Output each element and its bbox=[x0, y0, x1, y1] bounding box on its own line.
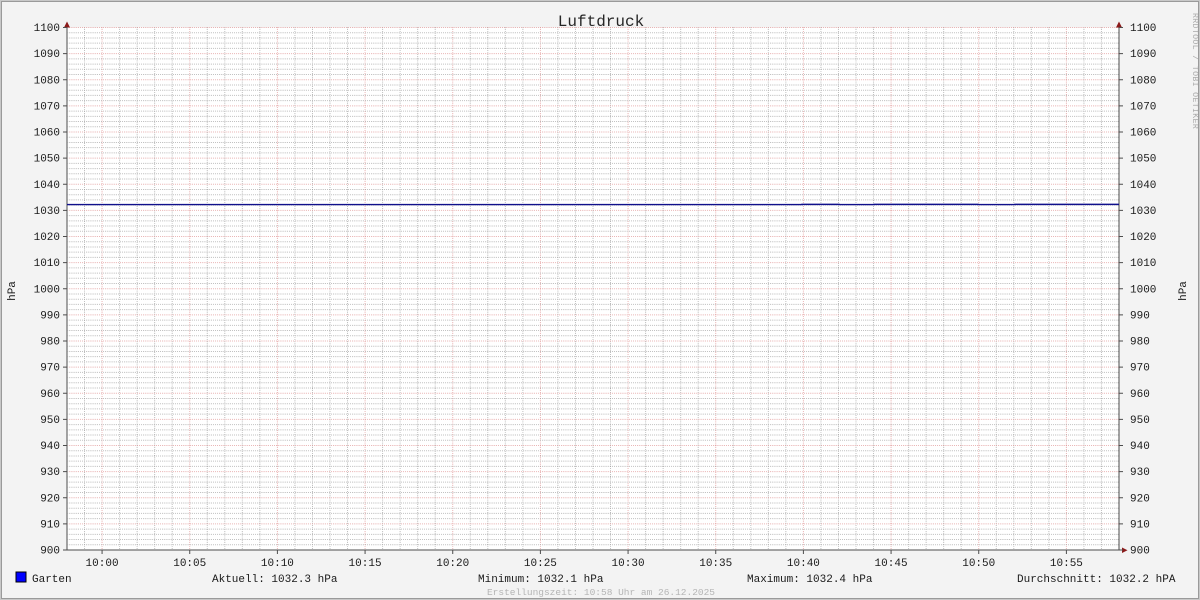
svg-text:hPa: hPa bbox=[1178, 281, 1190, 301]
svg-text:1060: 1060 bbox=[34, 128, 60, 140]
svg-text:1010: 1010 bbox=[34, 258, 60, 270]
svg-text:1080: 1080 bbox=[1130, 75, 1156, 87]
svg-text:Maximum: 1032.4 hPa: Maximum: 1032.4 hPa bbox=[747, 574, 873, 586]
svg-text:1100: 1100 bbox=[1130, 23, 1156, 35]
svg-text:10:15: 10:15 bbox=[349, 558, 382, 570]
svg-text:Garten: Garten bbox=[32, 574, 72, 586]
svg-text:970: 970 bbox=[1130, 363, 1150, 375]
svg-text:1030: 1030 bbox=[34, 206, 60, 218]
svg-text:1050: 1050 bbox=[1130, 154, 1156, 166]
svg-text:950: 950 bbox=[40, 415, 60, 427]
svg-text:10:00: 10:00 bbox=[86, 558, 119, 570]
svg-text:900: 900 bbox=[40, 546, 60, 558]
svg-text:10:25: 10:25 bbox=[524, 558, 557, 570]
svg-text:900: 900 bbox=[1130, 546, 1150, 558]
svg-text:1050: 1050 bbox=[34, 154, 60, 166]
svg-text:Luftdruck: Luftdruck bbox=[558, 13, 644, 31]
svg-text:10:35: 10:35 bbox=[699, 558, 732, 570]
svg-text:10:55: 10:55 bbox=[1050, 558, 1083, 570]
svg-text:920: 920 bbox=[1130, 493, 1150, 505]
svg-text:910: 910 bbox=[1130, 519, 1150, 531]
svg-text:10:20: 10:20 bbox=[436, 558, 469, 570]
svg-text:1040: 1040 bbox=[1130, 180, 1156, 192]
svg-text:1040: 1040 bbox=[34, 180, 60, 192]
svg-text:950: 950 bbox=[1130, 415, 1150, 427]
svg-text:980: 980 bbox=[1130, 337, 1150, 349]
svg-text:Aktuell: 1032.3 hPa: Aktuell: 1032.3 hPa bbox=[212, 574, 338, 586]
svg-text:1080: 1080 bbox=[34, 75, 60, 87]
svg-text:1070: 1070 bbox=[1130, 101, 1156, 113]
svg-text:930: 930 bbox=[40, 467, 60, 479]
svg-text:990: 990 bbox=[40, 310, 60, 322]
svg-text:1070: 1070 bbox=[34, 101, 60, 113]
svg-text:940: 940 bbox=[40, 441, 60, 453]
svg-text:Durchschnitt: 1032.2 hPA: Durchschnitt: 1032.2 hPA bbox=[1017, 574, 1176, 586]
svg-text:910: 910 bbox=[40, 519, 60, 531]
svg-text:10:40: 10:40 bbox=[787, 558, 820, 570]
svg-text:Minimum: 1032.1 hPa: Minimum: 1032.1 hPa bbox=[478, 574, 604, 586]
svg-text:1090: 1090 bbox=[34, 49, 60, 61]
svg-text:1090: 1090 bbox=[1130, 49, 1156, 61]
svg-text:10:30: 10:30 bbox=[612, 558, 645, 570]
svg-text:1020: 1020 bbox=[1130, 232, 1156, 244]
svg-text:hPa: hPa bbox=[7, 281, 19, 301]
svg-text:1100: 1100 bbox=[34, 23, 60, 35]
svg-text:960: 960 bbox=[40, 389, 60, 401]
svg-text:Erstellungszeit: 10:58 Uhr am: Erstellungszeit: 10:58 Uhr am 26.12.2025 bbox=[487, 587, 715, 598]
svg-text:1000: 1000 bbox=[1130, 284, 1156, 296]
svg-text:930: 930 bbox=[1130, 467, 1150, 479]
svg-text:1000: 1000 bbox=[34, 284, 60, 296]
svg-text:920: 920 bbox=[40, 493, 60, 505]
svg-text:10:50: 10:50 bbox=[962, 558, 995, 570]
svg-text:990: 990 bbox=[1130, 310, 1150, 322]
svg-text:10:45: 10:45 bbox=[875, 558, 908, 570]
svg-text:10:10: 10:10 bbox=[261, 558, 294, 570]
svg-text:1060: 1060 bbox=[1130, 128, 1156, 140]
svg-text:940: 940 bbox=[1130, 441, 1150, 453]
svg-text:10:05: 10:05 bbox=[173, 558, 206, 570]
svg-text:1020: 1020 bbox=[34, 232, 60, 244]
svg-text:1030: 1030 bbox=[1130, 206, 1156, 218]
svg-text:960: 960 bbox=[1130, 389, 1150, 401]
svg-text:980: 980 bbox=[40, 337, 60, 349]
svg-text:RRDTOOL / TOBI OETIKER: RRDTOOL / TOBI OETIKER bbox=[1190, 13, 1199, 129]
svg-text:970: 970 bbox=[40, 363, 60, 375]
svg-text:1010: 1010 bbox=[1130, 258, 1156, 270]
